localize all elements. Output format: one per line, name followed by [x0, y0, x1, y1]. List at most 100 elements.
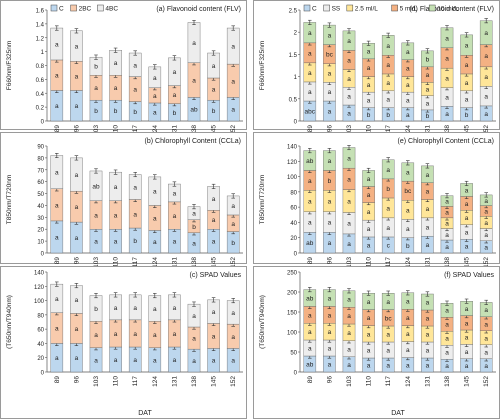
legend-label: C — [312, 6, 317, 13]
bar-letter: b — [367, 112, 371, 119]
y-tick-label: 1 — [294, 75, 298, 81]
y-tick-label: 0.2 — [36, 106, 45, 112]
panel-border — [253, 132, 500, 264]
y-tick-label: 100 — [287, 331, 298, 337]
bar-letter: b — [192, 224, 196, 231]
bar-letter: a — [484, 208, 488, 215]
y-tick-label: 1 — [41, 50, 45, 56]
legend-label: SS — [332, 6, 341, 13]
bar-letter: ab — [306, 158, 314, 165]
x-tick-label: 124 — [405, 125, 412, 136]
y-tick-label: 0.5 — [289, 97, 298, 103]
y-tick-label: 80 — [290, 190, 297, 196]
bar-letter: a — [406, 331, 410, 338]
x-tick-label: 96 — [73, 125, 80, 133]
bar-letter: a — [94, 357, 98, 364]
chart-panel-a: 0 0.2 0.4 0.6 0.8 1 1.2 1.4 1.6 F660nm/F325nm (a) … — [0, 0, 247, 136]
bar-letter: a — [465, 306, 469, 313]
bar-letter: a — [192, 211, 196, 218]
bar-letter: a — [173, 92, 177, 99]
bar-letter: a — [328, 329, 332, 336]
bar-letter: a — [75, 44, 79, 51]
bar-letter: a — [367, 348, 371, 355]
bar-letter: a — [212, 196, 216, 203]
x-tick-label: 145 — [211, 376, 218, 387]
bar-letter: a — [367, 242, 371, 249]
bar-letter: a — [153, 75, 157, 82]
y-tick-label: 100 — [287, 175, 298, 181]
chart-panel-c: 0 20 40 60 80 100 120 140 (T650nm/T940nm) (c) SPA… — [0, 266, 247, 419]
x-tick-label: 145 — [464, 376, 471, 387]
bar-letter: a — [426, 100, 430, 107]
bar-letter: a — [114, 357, 118, 364]
bar-letter: a — [465, 335, 469, 342]
bar-letter: a — [231, 334, 235, 341]
bar-letter: a — [484, 111, 488, 118]
bar-letter: a — [192, 240, 196, 247]
bar-letter: b — [94, 306, 98, 313]
y-axis-title: (T650nm/T940nm) — [6, 295, 13, 349]
y-tick-label: 0 — [294, 371, 298, 377]
bar-letter: b — [465, 112, 469, 119]
bar-letter: a — [75, 355, 79, 362]
bar-letter: a — [55, 73, 59, 80]
bar-letter: a — [308, 220, 312, 227]
bar-letter: a — [426, 348, 430, 355]
legend-swatch — [346, 4, 354, 12]
x-tick-label: 124 — [152, 125, 159, 136]
bar-letter: a — [212, 63, 216, 70]
x-tick-label: 138 — [444, 376, 451, 387]
x-tick-label: 124 — [152, 257, 159, 268]
legend-label: 2.5 ml/L — [355, 6, 379, 13]
x-tick-label: 152 — [230, 257, 237, 268]
x-axis-title: DAT — [138, 410, 152, 417]
x-tick-label: 152 — [483, 376, 490, 387]
bar-letter: b — [386, 186, 390, 193]
x-tick-label: 131 — [424, 125, 431, 136]
bar-letter: a — [465, 215, 469, 222]
y-tick-label: 60 — [37, 328, 44, 334]
bar-letter: a — [347, 94, 351, 101]
bar-letter: a — [55, 103, 59, 110]
bar-letter: a — [426, 189, 430, 196]
bar-letter: a — [406, 347, 410, 354]
y-tick-label: 2.5 — [289, 9, 298, 15]
panel-title: (b) Chlorophyll Content (CCLa) — [145, 138, 241, 145]
chart-panel-e: 0 20 40 60 80 100 120 140 T850nm/T720nm (e) Chlor… — [253, 132, 500, 268]
bar-letter: a — [484, 198, 488, 205]
bar-letter: a — [426, 332, 430, 339]
panel-title: (f) SPAD Values — [444, 272, 494, 279]
y-tick-label: 0.8 — [36, 64, 45, 70]
bar-letter: a — [386, 62, 390, 69]
bar-letter: a — [347, 199, 351, 206]
x-tick-label: 131 — [171, 125, 178, 136]
bar-letter: a — [212, 333, 216, 340]
bar-letter: b — [386, 112, 390, 119]
bar-letter: a — [114, 331, 118, 338]
bar-letter: a — [328, 71, 332, 78]
bar-letter: a — [231, 44, 235, 51]
x-tick-label: 89 — [54, 125, 61, 133]
y-tick-label: 40 — [37, 204, 44, 210]
bar-letter: a — [367, 82, 371, 89]
bar-letter: a — [347, 111, 351, 118]
bar-letter: a — [426, 172, 430, 179]
bar-letter: ab — [190, 107, 198, 114]
bar-letter: a — [75, 235, 79, 242]
x-tick-label: 131 — [424, 257, 431, 268]
bar-letter: a — [367, 315, 371, 322]
y-tick-label: 80 — [37, 156, 44, 162]
bar-letter: a — [367, 209, 371, 216]
bar-letter: a — [347, 57, 351, 64]
bar-letter: a — [426, 242, 430, 249]
y-tick-label: 50 — [37, 192, 44, 198]
x-tick-label: 145 — [464, 257, 471, 268]
bar-letter: a — [406, 66, 410, 73]
bar-letter: a — [212, 239, 216, 246]
bar-letter: a — [75, 103, 79, 110]
bar-letter: a — [445, 244, 449, 251]
bar-letter: a — [308, 89, 312, 96]
bar-letter: a — [153, 357, 157, 364]
bar-letter: a — [114, 239, 118, 246]
y-axis-title: T850nm/T720nm — [6, 175, 13, 225]
